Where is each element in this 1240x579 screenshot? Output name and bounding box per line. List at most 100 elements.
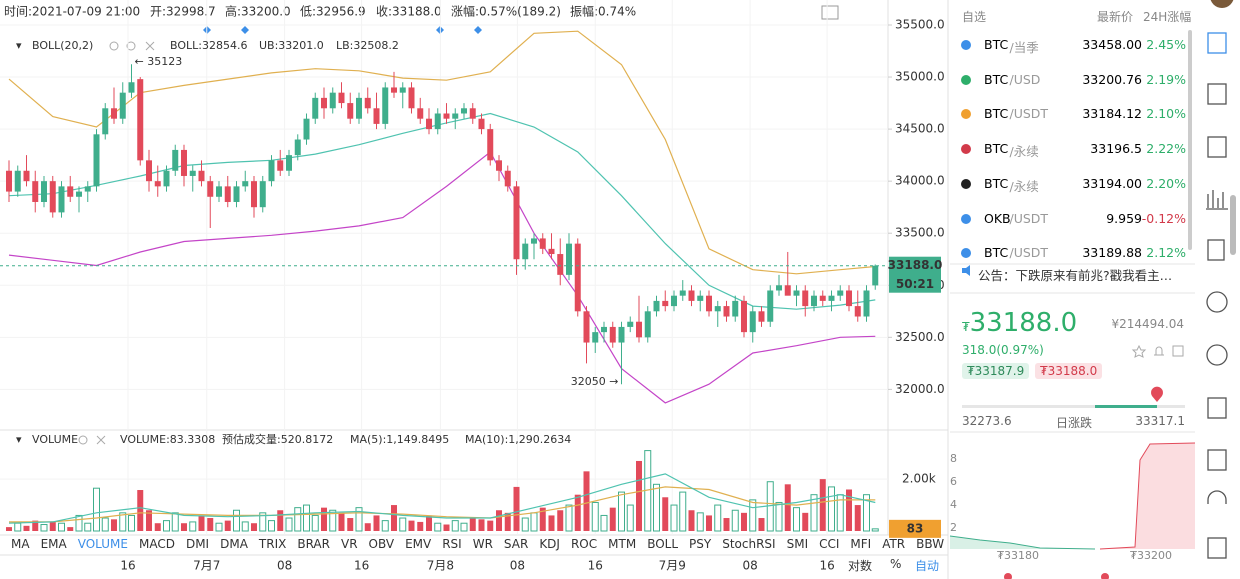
event-marker[interactable] [474, 26, 482, 34]
indicator-tab[interactable]: ATR [882, 537, 906, 551]
coin-icon [961, 178, 971, 189]
axis-option[interactable]: 对数 [848, 559, 873, 573]
collapse-icon[interactable]: ▾ [16, 433, 22, 446]
watch-row[interactable]: BTC/USDT 33189.88 2.12% [958, 243, 1186, 263]
indicator-tab[interactable]: SMI [786, 537, 809, 551]
indicator-tab[interactable]: CCI [819, 537, 840, 551]
volume-bar [181, 523, 187, 531]
indicator-tab[interactable]: EMA [40, 537, 67, 551]
watch-row[interactable]: BTC/永续 33194.00 2.20% [958, 174, 1186, 194]
event-marker[interactable] [241, 26, 249, 34]
candle-body [828, 295, 835, 301]
indicator-tab[interactable]: KDJ [539, 537, 560, 551]
coin-icon [961, 74, 971, 85]
depth-handle[interactable] [1004, 573, 1012, 579]
tool-icon[interactable] [1207, 397, 1227, 419]
indicator-tab[interactable]: PSY [689, 537, 712, 551]
volume-bar [137, 490, 144, 531]
legend-icons [78, 41, 155, 445]
indicator-tab[interactable]: MACD [138, 537, 175, 551]
volume-bar [6, 527, 12, 531]
indicator-tab[interactable]: MFI [850, 537, 872, 551]
tool-icon[interactable] [1207, 239, 1225, 261]
indicator-tab[interactable]: BBW [916, 537, 945, 551]
axis-option[interactable]: % [890, 557, 902, 571]
watch-row[interactable]: BTC/USDT 33184.12 2.10% [958, 104, 1186, 124]
tool-icon[interactable] [1207, 136, 1227, 158]
coin-icon [961, 213, 971, 224]
indicator-tab[interactable]: SAR [503, 537, 529, 551]
watch-row[interactable]: BTC/当季 33458.00 2.45% [958, 35, 1186, 55]
bell-icon[interactable] [1154, 346, 1164, 356]
candle-body [373, 108, 380, 124]
watch-row[interactable]: BTC/USD 33200.76 2.19% [958, 70, 1186, 90]
indicator-tab[interactable]: BOLL [647, 537, 679, 551]
tool-icon[interactable] [1206, 190, 1228, 210]
depth-handle[interactable] [1101, 573, 1109, 579]
volume-bar [391, 505, 397, 531]
indicator-tab[interactable]: EMV [405, 537, 432, 551]
expand-icon[interactable] [1172, 345, 1184, 357]
candle-body [714, 306, 721, 312]
candle-body [478, 118, 485, 130]
indicator-tab[interactable]: WR [472, 537, 493, 551]
volume-bar [241, 521, 249, 532]
tool-icon[interactable] [1207, 32, 1227, 54]
indicator-tab[interactable]: TRIX [258, 537, 287, 551]
volume-value: MA(10):1,290.2634 [465, 433, 571, 446]
bid-button[interactable]: ₮33187.9 [962, 363, 1030, 379]
tool-icon[interactable] [1207, 83, 1227, 105]
indicator-tab[interactable]: BRAR [297, 537, 330, 551]
star-icon[interactable] [1131, 344, 1147, 358]
gear-icon[interactable] [78, 435, 88, 445]
gear-icon[interactable] [126, 41, 136, 51]
watchlist-scrollbar[interactable] [1188, 30, 1192, 250]
close-icon[interactable] [145, 41, 155, 51]
candle-body [513, 186, 520, 260]
tool-icon[interactable] [1207, 449, 1227, 471]
header-item: 振幅:0.74% [570, 4, 636, 19]
candle-body [592, 332, 599, 343]
indicator-tab[interactable]: DMA [220, 537, 248, 551]
indicator-tab[interactable]: DMI [185, 537, 210, 551]
candle-body [399, 87, 406, 93]
coin-quote: /永续 [1009, 144, 1039, 160]
axis-option[interactable]: 自动 [915, 559, 940, 573]
toolbar-scrollbar[interactable] [1230, 195, 1236, 255]
tool-icon[interactable] [1207, 537, 1227, 559]
watch-header[interactable]: 最新价 [1097, 10, 1134, 24]
indicator-tab[interactable]: VOLUME [77, 537, 128, 551]
volume-bar [741, 512, 747, 531]
indicator-tab[interactable]: OBV [368, 537, 395, 551]
tool-icon[interactable] [1207, 490, 1227, 504]
indicator-tab[interactable]: ROC [570, 537, 598, 551]
ask-button[interactable]: ₮33188.0 [1035, 363, 1103, 379]
screenshot-icon[interactable] [821, 5, 839, 20]
candle-body [14, 170, 21, 192]
indicator-tab[interactable]: VR [340, 537, 358, 551]
range-track [962, 405, 1185, 408]
tool-icon[interactable] [1206, 291, 1228, 313]
volume-bar [478, 519, 485, 531]
watch-row[interactable]: BTC/永续 33196.5 2.22% [958, 139, 1186, 159]
close-icon[interactable] [96, 435, 106, 445]
watch-row[interactable]: OKB/USDT 9.959 -0.12% [958, 209, 1186, 229]
eye-icon[interactable] [109, 41, 119, 51]
volume-bar [67, 527, 74, 531]
indicator-tab[interactable]: MA [11, 537, 30, 551]
notice[interactable]: 公告：下跌原来有前兆?戳我看主… [978, 268, 1173, 283]
indicator-tab[interactable]: StochRSI [722, 537, 776, 551]
collapse-icon[interactable]: ▾ [16, 39, 22, 52]
avatar[interactable] [1210, 0, 1234, 8]
candle-body [793, 290, 800, 296]
candle-body [854, 306, 861, 317]
indicator-tab[interactable]: MTM [608, 537, 637, 551]
watch-header[interactable]: 自选 [962, 10, 987, 24]
volume-bar [758, 518, 765, 531]
candle-body [697, 295, 704, 301]
volume-bar [557, 510, 564, 531]
tool-icon[interactable] [1206, 344, 1228, 366]
indicator-tab[interactable]: RSI [442, 537, 462, 551]
volume-ma10 [9, 486, 876, 523]
watch-header[interactable]: 24H涨幅 [1143, 10, 1192, 24]
